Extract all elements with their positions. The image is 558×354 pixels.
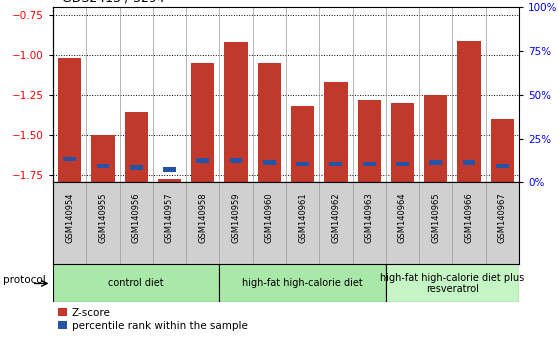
Text: GSM140958: GSM140958 [198,192,207,243]
Bar [429,160,442,165]
Bar [496,164,509,168]
Bar [296,162,309,166]
Bar [458,41,480,182]
Text: control diet: control diet [108,279,164,289]
Bar [63,156,76,161]
Text: GSM140962: GSM140962 [331,192,340,243]
Text: GSM140960: GSM140960 [265,192,274,243]
Bar [463,160,475,165]
Text: GSM140967: GSM140967 [498,192,507,243]
Text: high-fat high-calorie diet: high-fat high-calorie diet [242,279,363,289]
Bar [386,264,519,302]
Bar [391,103,414,182]
Bar [130,165,143,170]
Bar [230,158,243,163]
Bar [263,160,276,165]
Bar [58,58,81,182]
Text: GSM140959: GSM140959 [232,192,240,243]
Text: GSM140956: GSM140956 [132,192,141,243]
Text: GSM140965: GSM140965 [431,192,440,243]
Text: high-fat high-calorie diet plus
resveratrol: high-fat high-calorie diet plus resverat… [380,273,525,294]
Bar [97,164,109,168]
Text: protocol: protocol [3,275,45,285]
Text: GDS2413 / 3294: GDS2413 / 3294 [62,0,165,5]
Text: GSM140957: GSM140957 [165,192,174,243]
Bar [258,63,281,182]
Bar [158,179,181,182]
Text: GSM140954: GSM140954 [65,192,74,243]
Bar [291,106,314,182]
Bar [219,264,386,302]
Bar [396,162,409,166]
Bar [490,119,514,182]
Bar [424,95,448,182]
Text: GSM140966: GSM140966 [464,192,474,243]
Bar [163,167,176,172]
Bar [196,158,209,163]
Legend: Z-score, percentile rank within the sample: Z-score, percentile rank within the samp… [58,308,248,331]
Text: GSM140961: GSM140961 [298,192,307,243]
Bar [324,82,348,182]
Text: GSM140964: GSM140964 [398,192,407,243]
Bar [92,135,114,182]
Bar [329,162,342,166]
Bar [358,100,381,182]
Bar [53,264,219,302]
Text: GSM140963: GSM140963 [365,192,374,243]
Bar [363,162,376,166]
Bar [124,113,148,182]
Bar [191,63,214,182]
Text: GSM140955: GSM140955 [98,192,108,243]
Bar [224,42,248,182]
